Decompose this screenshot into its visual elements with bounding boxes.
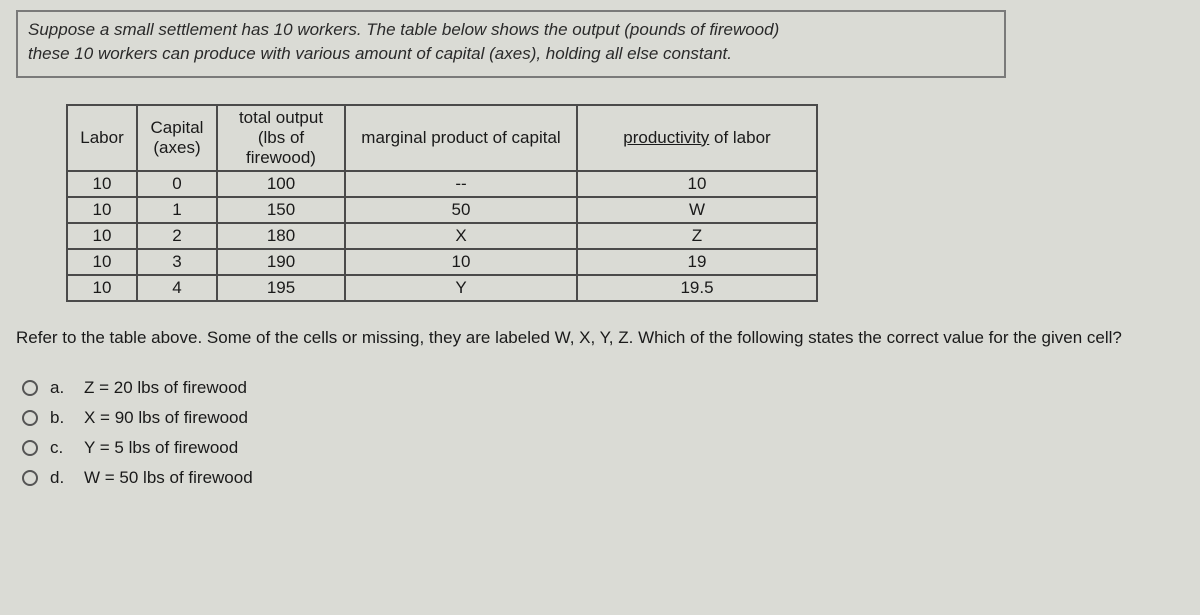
cell-capital: 4 xyxy=(137,275,217,301)
option-text: X = 90 lbs of firewood xyxy=(84,408,248,428)
cell-labor: 10 xyxy=(67,197,137,223)
cell-prod: 10 xyxy=(577,171,817,197)
production-table-wrap: Labor Capital (axes) total output (lbs o… xyxy=(66,104,1184,302)
cell-labor: 10 xyxy=(67,223,137,249)
option-letter: c. xyxy=(50,438,72,458)
col-header-capital: Capital (axes) xyxy=(137,105,217,171)
table-row: 10 2 180 X Z xyxy=(67,223,817,249)
cell-output: 180 xyxy=(217,223,345,249)
intro-line-2: these 10 workers can produce with variou… xyxy=(28,42,994,66)
table-row: 10 1 150 50 W xyxy=(67,197,817,223)
cell-mpc: 10 xyxy=(345,249,577,275)
cell-prod: 19.5 xyxy=(577,275,817,301)
cell-capital: 0 xyxy=(137,171,217,197)
radio-icon[interactable] xyxy=(22,410,38,426)
cell-capital: 1 xyxy=(137,197,217,223)
table-row: 10 0 100 -- 10 xyxy=(67,171,817,197)
option-text: W = 50 lbs of firewood xyxy=(84,468,253,488)
col-header-output: total output (lbs of firewood) xyxy=(217,105,345,171)
option-c[interactable]: c. Y = 5 lbs of firewood xyxy=(22,438,1184,458)
production-table: Labor Capital (axes) total output (lbs o… xyxy=(66,104,818,302)
option-b[interactable]: b. X = 90 lbs of firewood xyxy=(22,408,1184,428)
table-row: 10 4 195 Y 19.5 xyxy=(67,275,817,301)
productivity-underlined: productivity xyxy=(623,128,709,147)
cell-mpc: 50 xyxy=(345,197,577,223)
col-header-productivity: productivity of labor xyxy=(577,105,817,171)
cell-mpc: X xyxy=(345,223,577,249)
option-letter: b. xyxy=(50,408,72,428)
cell-output: 150 xyxy=(217,197,345,223)
col-header-mpc: marginal product of capital xyxy=(345,105,577,171)
radio-icon[interactable] xyxy=(22,380,38,396)
table-row: 10 3 190 10 19 xyxy=(67,249,817,275)
radio-icon[interactable] xyxy=(22,440,38,456)
cell-mpc: Y xyxy=(345,275,577,301)
cell-labor: 10 xyxy=(67,171,137,197)
table-header-row: Labor Capital (axes) total output (lbs o… xyxy=(67,105,817,171)
option-text: Z = 20 lbs of firewood xyxy=(84,378,247,398)
option-letter: d. xyxy=(50,468,72,488)
option-a[interactable]: a. Z = 20 lbs of firewood xyxy=(22,378,1184,398)
cell-labor: 10 xyxy=(67,275,137,301)
cell-labor: 10 xyxy=(67,249,137,275)
intro-line-1: Suppose a small settlement has 10 worker… xyxy=(28,18,994,42)
cell-capital: 2 xyxy=(137,223,217,249)
cell-prod: W xyxy=(577,197,817,223)
col-header-labor: Labor xyxy=(67,105,137,171)
cell-prod: 19 xyxy=(577,249,817,275)
productivity-suffix: of labor xyxy=(709,128,770,147)
answer-options: a. Z = 20 lbs of firewood b. X = 90 lbs … xyxy=(22,378,1184,488)
cell-output: 195 xyxy=(217,275,345,301)
option-text: Y = 5 lbs of firewood xyxy=(84,438,238,458)
cell-capital: 3 xyxy=(137,249,217,275)
question-text: Refer to the table above. Some of the ce… xyxy=(16,326,1184,351)
option-letter: a. xyxy=(50,378,72,398)
cell-output: 100 xyxy=(217,171,345,197)
cell-prod: Z xyxy=(577,223,817,249)
intro-box: Suppose a small settlement has 10 worker… xyxy=(16,10,1006,78)
radio-icon[interactable] xyxy=(22,470,38,486)
cell-output: 190 xyxy=(217,249,345,275)
option-d[interactable]: d. W = 50 lbs of firewood xyxy=(22,468,1184,488)
cell-mpc: -- xyxy=(345,171,577,197)
